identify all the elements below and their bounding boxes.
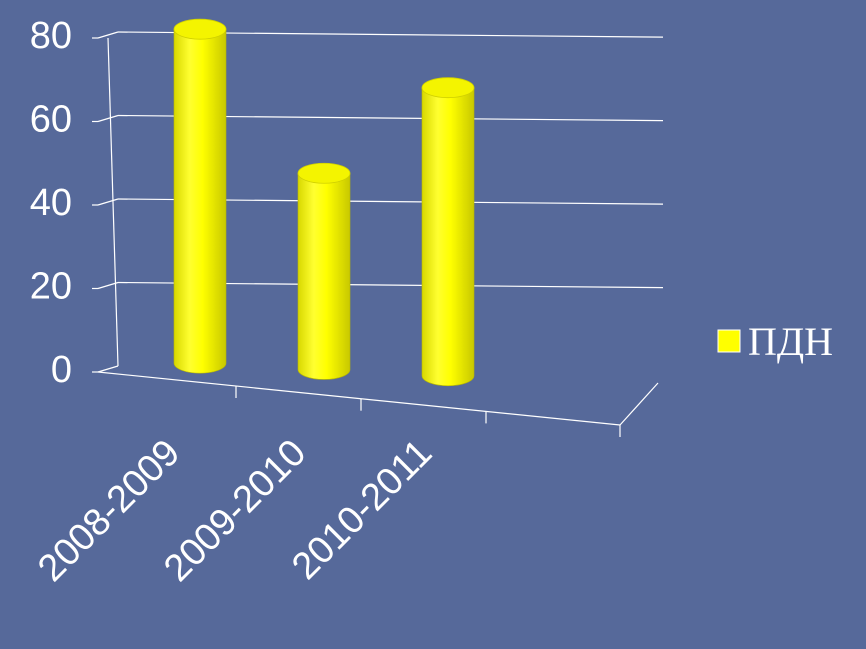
floor-left-edge	[97, 365, 119, 373]
bar	[297, 162, 351, 380]
y-axis-ticks: 0 20 40 60 80	[30, 15, 98, 391]
y-tick-label: 0	[51, 349, 72, 391]
gridline-left	[97, 281, 119, 290]
y-tick-label: 40	[30, 182, 72, 224]
y-tick-label: 20	[30, 266, 72, 308]
legend-label: ПДН	[748, 319, 833, 364]
bars	[173, 18, 475, 387]
chart-walls	[97, 37, 659, 437]
floor-right-edge	[619, 382, 659, 426]
y-axis-line	[107, 37, 119, 367]
bar	[421, 77, 475, 387]
bar-body	[421, 87, 475, 387]
x-axis-line	[97, 371, 621, 426]
bar-body	[297, 172, 351, 380]
bar-body	[173, 28, 227, 374]
legend: ПДН	[717, 319, 833, 364]
gridline-left	[97, 114, 119, 123]
y-tick-label: 60	[30, 99, 72, 141]
bar-top	[173, 18, 227, 40]
y-tick-label: 80	[30, 15, 72, 57]
gridline-left	[97, 198, 119, 206]
gridline-left	[97, 31, 119, 39]
bar	[173, 18, 227, 374]
bar-top	[297, 162, 351, 184]
legend-swatch	[717, 329, 741, 353]
bar-top	[421, 77, 475, 99]
